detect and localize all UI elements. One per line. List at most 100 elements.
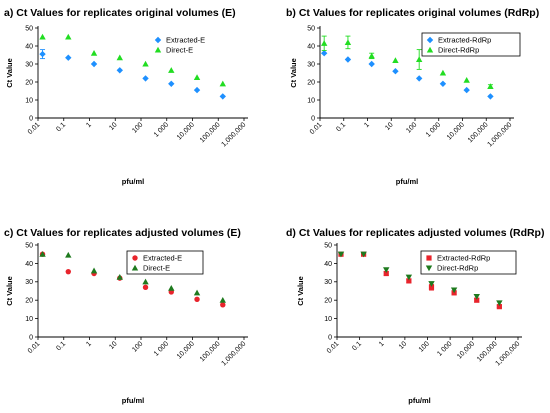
data-point — [383, 267, 390, 274]
x-tick-label: 100,000 — [199, 340, 222, 363]
x-tick-label: 10,000 — [456, 340, 476, 360]
chart-panel-2: b) Ct Values for replicates original vol… — [286, 7, 539, 186]
data-point — [142, 60, 149, 67]
x-tick-label: 100 — [131, 121, 144, 134]
data-point — [344, 56, 352, 63]
y-tick-label: 40 — [324, 261, 332, 268]
data-point — [220, 302, 226, 308]
x-tick-label: 1,000,000 — [486, 121, 513, 148]
y-tick-label: 50 — [25, 242, 33, 249]
x-tick-label: 1 — [85, 121, 93, 129]
data-point — [142, 284, 149, 291]
x-tick-label: 1 — [363, 121, 371, 129]
legend-box — [420, 250, 517, 275]
data-point — [337, 251, 345, 258]
legend-box — [421, 32, 521, 57]
x-tick-label: 0.01 — [27, 340, 42, 355]
legend-marker — [132, 255, 138, 261]
legend-marker — [425, 265, 433, 272]
legend-label: Extracted-RdRp — [438, 36, 491, 45]
x-tick-label: 100,000 — [476, 340, 499, 363]
x-tick-label: 1 000 — [436, 340, 453, 357]
data-point — [406, 278, 412, 284]
x-tick-label: 1,000,000 — [220, 121, 247, 148]
y-tick-label: 0 — [29, 334, 33, 341]
y-tick-label: 20 — [324, 298, 332, 305]
data-point — [65, 268, 71, 275]
y-tick-label: 20 — [25, 298, 33, 305]
x-tick-label: 1,000,000 — [494, 340, 521, 367]
data-point — [193, 289, 201, 296]
y-tick-label: 0 — [29, 115, 33, 122]
data-point — [320, 40, 328, 46]
data-point — [474, 297, 480, 303]
x-tick-label: 10,000 — [176, 121, 196, 141]
data-point — [116, 67, 123, 74]
chart-title: a) Ct Values for replicates original vol… — [4, 7, 236, 19]
series-1 — [320, 50, 494, 100]
chart-panel-3: c) Ct Values for replicates adjusted vol… — [4, 227, 248, 405]
legend-marker — [426, 36, 434, 44]
data-point — [463, 77, 470, 83]
data-point — [496, 304, 502, 310]
x-axis-label: pfu/ml — [408, 396, 431, 405]
legend-label: Direct-RdRp — [437, 264, 478, 273]
data-point — [383, 270, 389, 277]
legend-box — [126, 250, 204, 275]
data-point — [116, 54, 123, 61]
data-point — [360, 251, 367, 258]
data-point — [344, 39, 352, 45]
x-tick-label: 0.1 — [55, 340, 67, 352]
legend-label: Direct-E — [143, 264, 170, 273]
y-axis-label: Ct Value — [289, 58, 298, 88]
y-tick-label: 30 — [25, 61, 33, 68]
x-tick-label: 100,000 — [199, 121, 222, 144]
y-tick-label: 40 — [25, 43, 33, 50]
legend-marker — [154, 36, 162, 44]
y-tick-label: 30 — [25, 279, 33, 286]
data-point — [142, 75, 149, 82]
chart-title: c) Ct Values for replicates adjusted vol… — [4, 227, 241, 239]
x-tick-label: 1 — [378, 340, 386, 348]
x-tick-label: 1,000,000 — [220, 340, 247, 367]
x-tick-label: 1 000 — [153, 121, 170, 138]
series-2 — [39, 33, 226, 87]
x-tick-label: 10,000 — [176, 340, 196, 360]
data-point — [193, 86, 201, 94]
x-tick-label: 0.1 — [55, 121, 67, 133]
data-point — [142, 278, 149, 285]
data-point — [405, 274, 413, 281]
data-point — [392, 68, 399, 75]
data-point — [219, 297, 226, 303]
y-axis-label: Ct Value — [5, 276, 14, 306]
x-tick-label: 10 — [384, 121, 395, 132]
legend-label: Direct-E — [166, 46, 193, 55]
y-tick-label: 30 — [324, 279, 332, 286]
data-point — [392, 57, 399, 63]
chart-panel-4: d) Ct Values for replicates adjusted vol… — [286, 227, 544, 405]
y-tick-label: 10 — [324, 316, 332, 323]
y-tick-label: 10 — [25, 316, 33, 323]
legend-label: Direct-RdRp — [438, 46, 479, 55]
x-tick-label: 100 — [418, 340, 431, 353]
y-tick-label: 50 — [307, 25, 315, 32]
x-tick-label: 0.01 — [309, 121, 324, 136]
data-point — [473, 293, 480, 300]
y-tick-label: 40 — [25, 261, 33, 268]
data-point — [496, 300, 503, 307]
data-point — [219, 93, 226, 100]
y-tick-label: 30 — [307, 61, 315, 68]
data-point — [39, 33, 46, 40]
data-point — [193, 74, 201, 81]
data-point — [415, 75, 423, 82]
y-tick-label: 20 — [307, 79, 315, 86]
chart-panel-1: a) Ct Values for replicates original vol… — [4, 7, 248, 186]
series-2 — [320, 35, 494, 90]
y-tick-label: 20 — [25, 79, 33, 86]
x-tick-label: 0.1 — [335, 121, 347, 133]
x-tick-label: 1 — [85, 340, 93, 348]
chart-title: d) Ct Values for replicates adjusted vol… — [286, 227, 544, 239]
